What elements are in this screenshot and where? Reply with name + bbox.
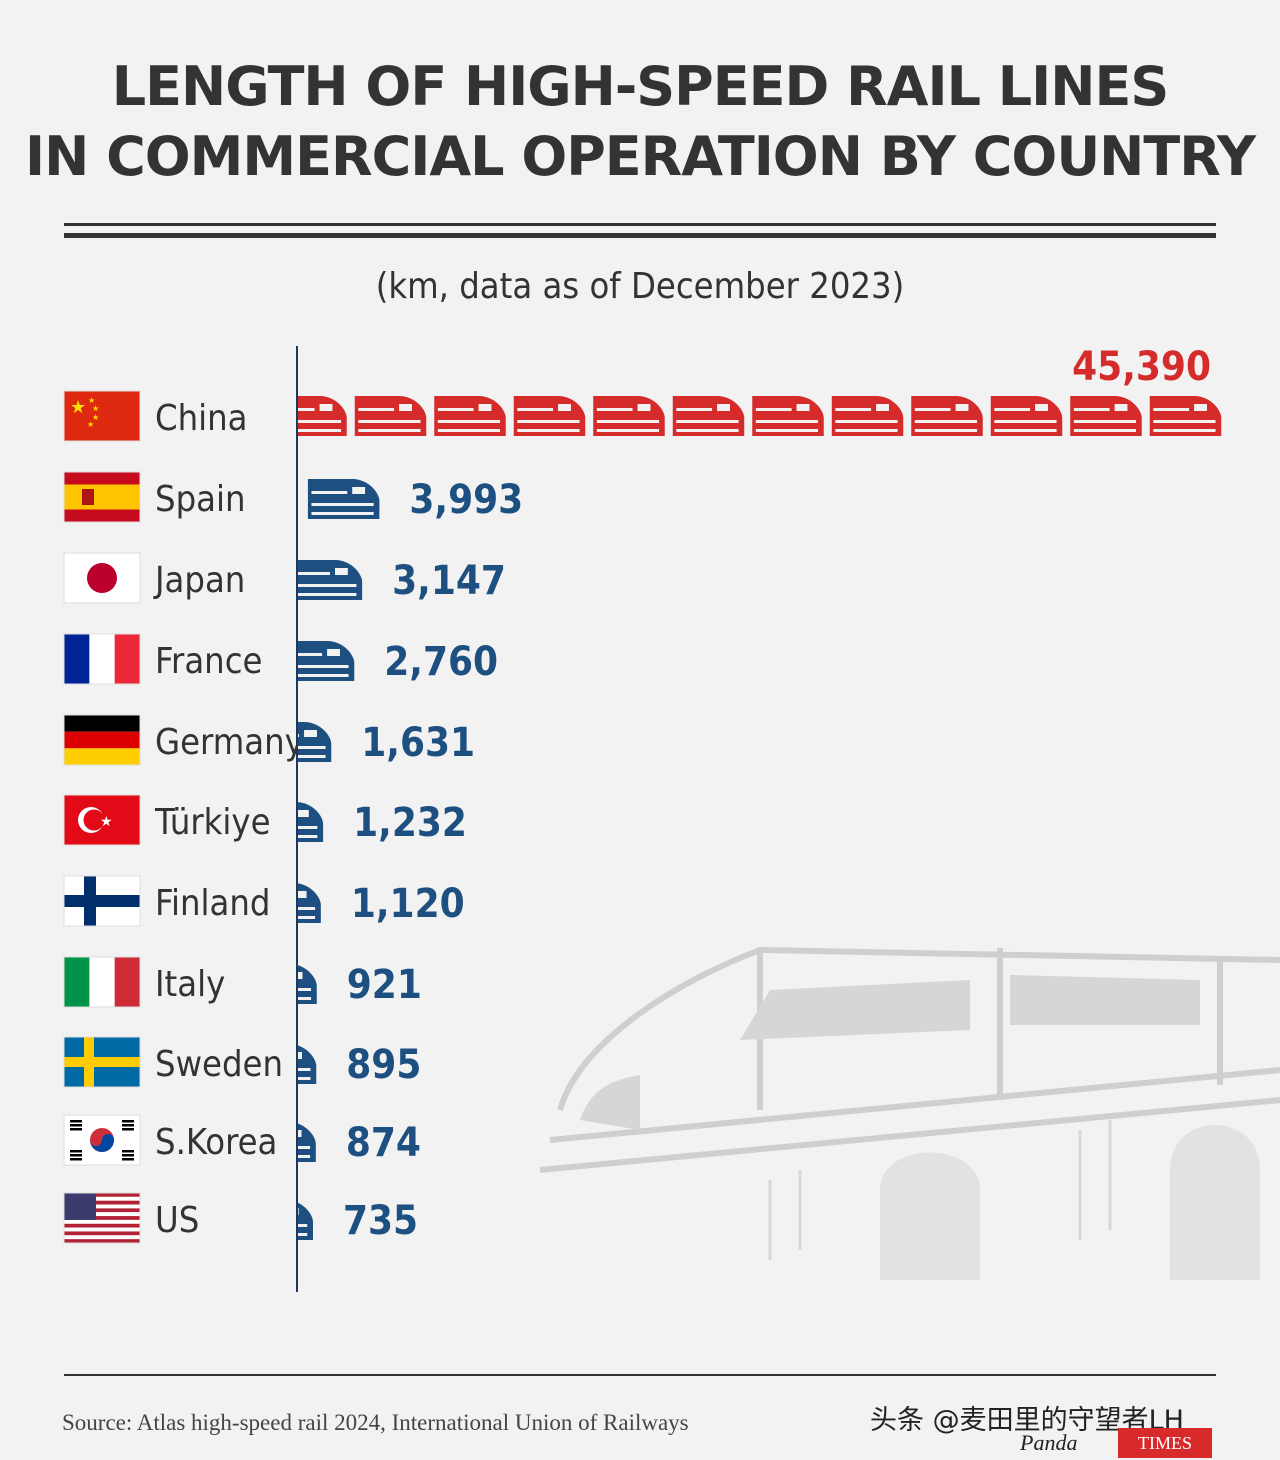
value-label: 45,390 — [1072, 344, 1211, 390]
value-label: 1,120 — [351, 881, 465, 927]
category-label: Sweden — [155, 1044, 283, 1085]
times-logo: TIMES — [1118, 1428, 1212, 1458]
bar-china — [298, 396, 1222, 436]
category-label: Finland — [155, 883, 271, 924]
spain-flag — [63, 471, 141, 523]
train-icon — [307, 479, 380, 519]
bar-trkiye — [298, 802, 324, 842]
svg-text:★: ★ — [100, 814, 113, 830]
chart-row: US 735 — [63, 1192, 418, 1244]
chart-row: Germany 1,631 — [63, 714, 475, 766]
train-icon — [990, 396, 1063, 436]
sweden-flag — [63, 1036, 141, 1088]
train-icon — [298, 965, 317, 1004]
value-label: 3,993 — [409, 477, 523, 523]
title-divider-thin — [64, 223, 1216, 226]
train-icon — [593, 396, 665, 436]
title-divider-thick — [64, 233, 1216, 238]
bar-germany — [298, 722, 332, 762]
title-line-2: IN COMMERCIAL OPERATION BY COUNTRY — [25, 125, 1256, 188]
value-label: 1,631 — [361, 720, 475, 766]
category-label: Japan — [153, 560, 245, 601]
train-icon — [1070, 396, 1142, 436]
train-icon — [298, 802, 324, 842]
italy-flag — [63, 956, 141, 1008]
svg-text:★: ★ — [92, 413, 99, 422]
chart-row: Japan 3,147 — [63, 552, 506, 604]
value-label: 2,760 — [384, 639, 498, 685]
train-icon — [1149, 396, 1222, 436]
train-icon — [298, 1123, 316, 1162]
svg-text:★: ★ — [92, 404, 99, 413]
train-icon — [298, 641, 355, 681]
turkiye-flag: ★ — [63, 794, 141, 846]
value-label: 874 — [346, 1120, 421, 1166]
germany-flag — [63, 714, 141, 766]
svg-text:★: ★ — [70, 397, 86, 418]
train-icon — [672, 396, 745, 436]
train-icon — [298, 883, 321, 923]
value-label: 921 — [347, 962, 422, 1008]
chart-subtitle: (km, data as of December 2023) — [375, 266, 905, 307]
category-label: France — [155, 641, 262, 682]
train-icon — [298, 560, 363, 600]
chart-title: LENGTH OF HIGH-SPEED RAIL LINES IN COMME… — [0, 52, 1280, 192]
train-icon — [911, 396, 983, 436]
chart-row: Sweden 895 — [63, 1036, 421, 1088]
value-label: 895 — [346, 1042, 421, 1088]
finland-flag — [63, 875, 141, 927]
value-label: 3,147 — [392, 558, 506, 604]
category-label: Spain — [155, 479, 246, 520]
bar-finland — [298, 883, 321, 923]
bar-sweden — [298, 1045, 317, 1084]
bar-japan — [298, 560, 363, 600]
train-icon — [298, 1202, 313, 1240]
value-label: 1,232 — [353, 800, 467, 846]
category-label: S.Korea — [155, 1122, 277, 1163]
panda-logo: Panda — [1020, 1430, 1078, 1455]
chart-row: S.Korea 874 — [63, 1114, 421, 1166]
chart-row: Spain 3,993 — [63, 471, 523, 523]
us-flag — [63, 1192, 141, 1244]
train-icon — [354, 396, 427, 436]
chart-row: Finland 1,120 — [63, 875, 465, 927]
train-icon — [298, 722, 332, 762]
chart-row: Italy 921 — [63, 956, 422, 1008]
france-flag — [63, 633, 141, 685]
bar-skorea — [298, 1123, 316, 1162]
train-icon — [831, 396, 904, 436]
category-label: Italy — [155, 964, 225, 1005]
bar-spain — [307, 479, 380, 519]
background-train-illustration — [539, 946, 1280, 1280]
svg-text:★: ★ — [88, 396, 95, 405]
chart-row: ★ Türkiye 1,232 — [63, 794, 467, 846]
category-label: Germany — [155, 722, 304, 763]
chart-row: France 2,760 — [63, 633, 498, 685]
train-icon — [513, 396, 586, 436]
category-label: Türkiye — [154, 802, 271, 843]
title-line-1: LENGTH OF HIGH-SPEED RAIL LINES — [111, 55, 1170, 118]
train-icon — [434, 396, 506, 436]
train-icon — [298, 396, 347, 436]
bar-italy — [298, 965, 317, 1004]
train-icon — [752, 396, 824, 436]
category-label: China — [155, 398, 248, 439]
value-label: 735 — [343, 1198, 418, 1244]
category-label: US — [155, 1200, 199, 1241]
bar-us — [298, 1202, 313, 1240]
south-korea-flag — [63, 1114, 141, 1166]
china-flag: ★ ★★★★ — [63, 390, 141, 442]
footer-divider — [64, 1374, 1216, 1376]
japan-flag — [63, 552, 141, 604]
train-icon — [298, 1045, 317, 1084]
svg-text:★: ★ — [87, 420, 94, 429]
bar-france — [298, 641, 355, 681]
source-note: Source: Atlas high-speed rail 2024, Inte… — [62, 1410, 689, 1435]
